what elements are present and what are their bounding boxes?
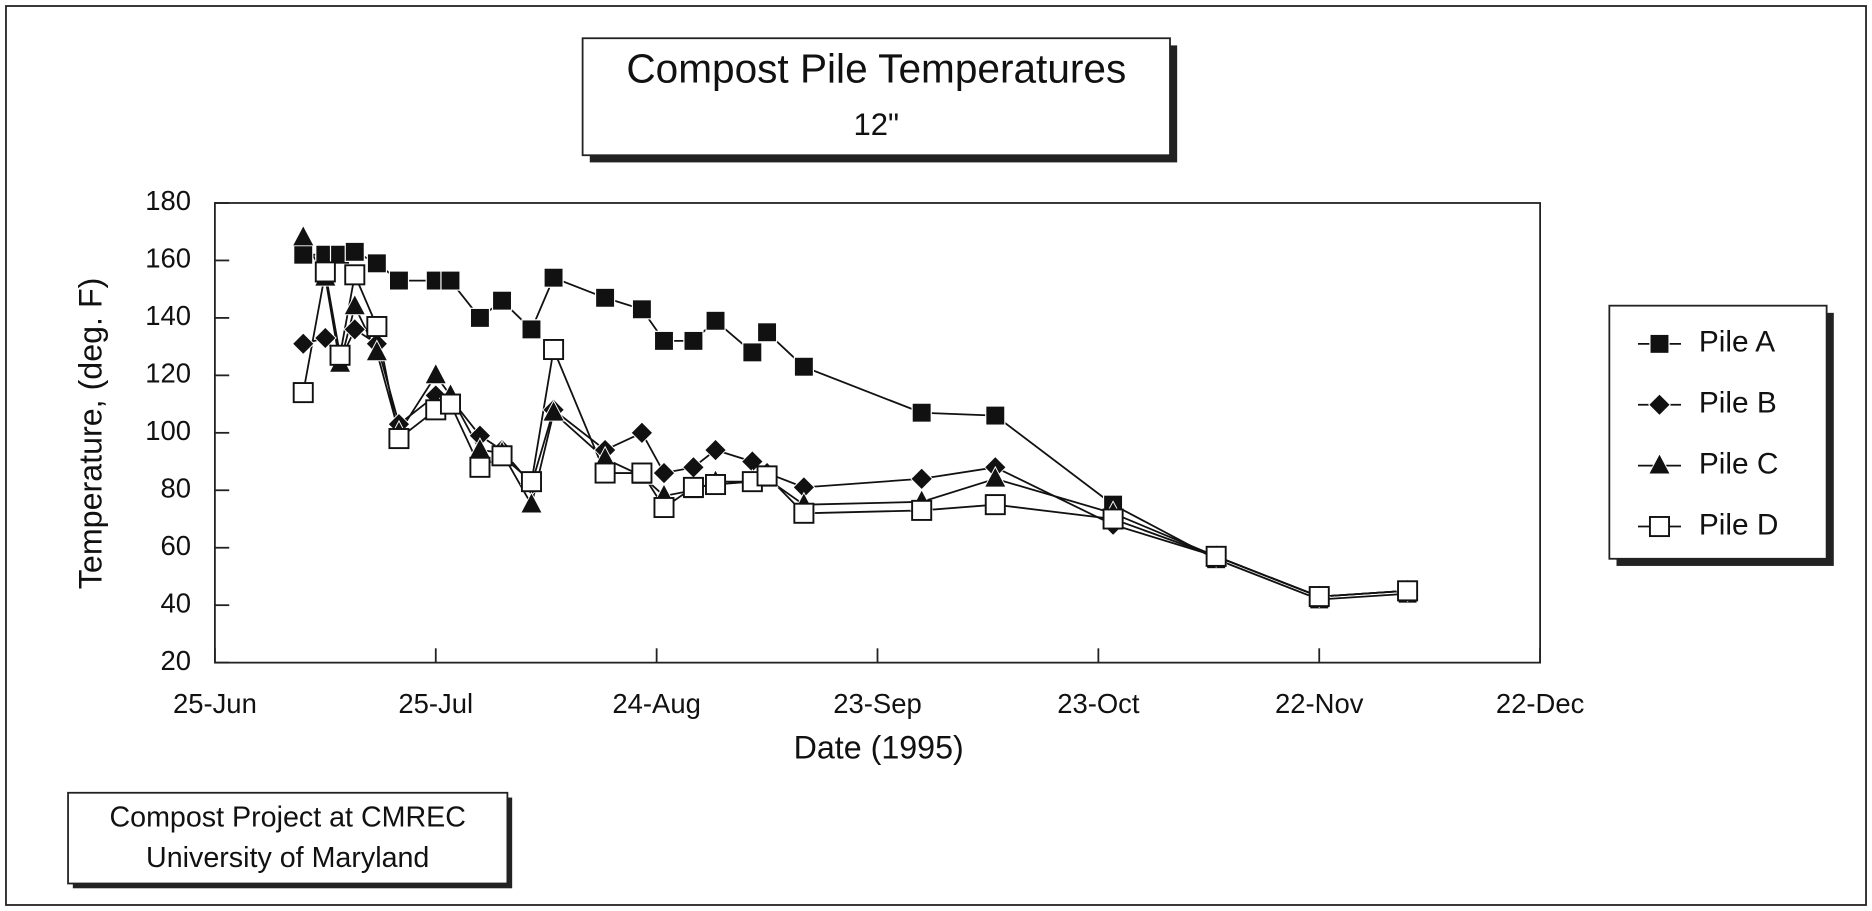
- data-point: [983, 465, 1007, 488]
- data-point: [911, 499, 933, 521]
- data-point: [682, 455, 705, 479]
- series-line: [302, 237, 1408, 598]
- y-tick-label: 80: [160, 473, 191, 504]
- data-point: [542, 399, 566, 422]
- series-line: [302, 271, 1408, 598]
- data-point: [424, 362, 448, 385]
- data-point: [793, 502, 815, 524]
- data-point: [594, 287, 616, 308]
- x-tick-label: 23-Sep: [833, 688, 921, 719]
- chart-subtitle: 12": [854, 107, 900, 142]
- data-point: [520, 471, 542, 493]
- note-box: [67, 791, 509, 885]
- data-point: [491, 445, 513, 467]
- data-point: [388, 428, 410, 450]
- x-tick-label: 25-Jun: [173, 688, 257, 719]
- data-point: [631, 299, 653, 320]
- data-point: [683, 330, 704, 352]
- legend-marker: [1647, 452, 1672, 475]
- data-point: [1308, 586, 1330, 608]
- data-point: [343, 317, 367, 341]
- data-point: [704, 438, 727, 462]
- legend-box: [1608, 304, 1828, 560]
- note-text: University of Maryland: [146, 842, 429, 874]
- legend-label: Pile D: [1699, 508, 1779, 541]
- data-point: [705, 474, 727, 496]
- legend-label: Pile A: [1699, 326, 1775, 359]
- data-point: [543, 338, 565, 361]
- x-axis-label: Date (1995): [794, 729, 964, 765]
- data-point: [910, 467, 934, 491]
- note-text: Compost Project at CMREC: [109, 802, 466, 834]
- data-point: [366, 253, 388, 274]
- y-tick-label: 140: [145, 300, 191, 331]
- data-point: [343, 293, 367, 316]
- data-point: [756, 322, 778, 343]
- data-point: [439, 393, 461, 415]
- data-point: [742, 342, 763, 363]
- x-tick-label: 23-Oct: [1057, 688, 1140, 719]
- x-tick-label: 22-Nov: [1275, 688, 1364, 719]
- data-point: [543, 267, 564, 288]
- outer-frame: [5, 5, 1867, 906]
- data-point: [985, 405, 1006, 426]
- data-point: [594, 462, 616, 484]
- data-point: [491, 290, 513, 311]
- data-point: [329, 344, 351, 366]
- series-line: [303, 250, 1408, 601]
- data-point: [469, 307, 491, 329]
- y-tick-label: 160: [145, 243, 191, 274]
- data-point: [366, 316, 388, 338]
- data-point: [653, 330, 675, 352]
- data-point: [630, 421, 654, 445]
- data-point: [365, 339, 389, 362]
- y-tick-label: 100: [145, 415, 191, 446]
- data-point: [388, 270, 410, 291]
- x-tick-label: 24-Aug: [612, 688, 700, 719]
- y-tick-label: 120: [145, 358, 191, 389]
- data-point: [756, 465, 778, 487]
- legend-label: Pile C: [1699, 448, 1779, 481]
- legend-label: Pile B: [1699, 387, 1777, 420]
- data-point: [1102, 508, 1124, 530]
- data-point: [1205, 545, 1227, 567]
- y-tick-label: 60: [160, 530, 191, 561]
- data-point: [291, 224, 315, 247]
- data-point: [682, 476, 704, 498]
- data-point: [911, 402, 932, 423]
- data-point: [1397, 580, 1419, 602]
- x-tick-label: 22-Dec: [1496, 688, 1584, 719]
- data-point: [984, 494, 1006, 516]
- data-point: [314, 261, 336, 283]
- legend-marker: [1648, 516, 1670, 538]
- legend-marker: [1648, 393, 1671, 417]
- data-point: [440, 270, 461, 291]
- y-tick-label: 40: [160, 587, 191, 618]
- data-point: [519, 491, 544, 514]
- y-axis-label: Temperature, (deg. F): [73, 278, 109, 590]
- data-point: [652, 461, 676, 485]
- title-box: [581, 37, 1171, 157]
- data-point: [521, 319, 542, 340]
- legend-marker: [1649, 333, 1670, 355]
- y-tick-label: 180: [145, 185, 191, 216]
- data-point: [344, 264, 366, 286]
- data-point: [344, 241, 365, 262]
- data-point: [653, 497, 675, 519]
- x-tick-label: 25-Jul: [398, 688, 473, 719]
- data-point: [292, 382, 314, 404]
- data-point: [631, 462, 653, 484]
- series-line: [303, 328, 1408, 598]
- data-point: [469, 456, 491, 478]
- chart-title: Compost Pile Temperatures: [626, 45, 1126, 91]
- data-point: [793, 356, 815, 377]
- data-point: [291, 332, 315, 356]
- y-tick-label: 20: [160, 645, 191, 676]
- data-point: [293, 244, 314, 265]
- data-point: [705, 310, 726, 331]
- plot-area: [214, 202, 1541, 664]
- data-point: [313, 326, 337, 350]
